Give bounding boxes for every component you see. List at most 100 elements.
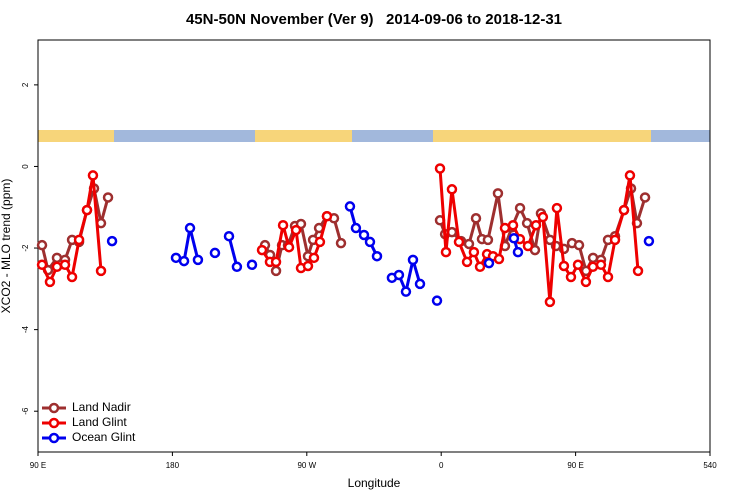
data-point [364, 236, 376, 248]
data-point [468, 246, 480, 258]
y-tick-label: -4 [21, 326, 30, 334]
data-point [470, 213, 482, 224]
data-point [483, 257, 495, 269]
data-point [44, 276, 56, 288]
data-point [246, 259, 258, 271]
data-point [595, 259, 607, 271]
data-point [461, 256, 473, 268]
y-axis-label: XCO2 - MLO trend (ppm) [0, 179, 13, 314]
data-point [270, 265, 282, 277]
land-band [38, 130, 114, 142]
data-point [36, 239, 48, 251]
data-point [446, 184, 458, 195]
data-point [507, 219, 519, 231]
data-point [580, 276, 592, 288]
data-point [302, 260, 314, 272]
y-tick-label: 0 [21, 164, 30, 169]
data-point [587, 261, 599, 273]
y-tick-label: -2 [21, 244, 30, 252]
data-point [512, 246, 524, 258]
data-point [231, 261, 243, 273]
data-point [499, 222, 511, 234]
data-point [393, 269, 405, 281]
data-point [400, 286, 412, 297]
data-point [335, 237, 347, 249]
data-point [314, 236, 326, 248]
legend-marker [48, 417, 60, 429]
y-tick-label: -6 [21, 407, 30, 415]
data-point [73, 234, 85, 246]
data-point [463, 238, 475, 250]
data-point [431, 295, 443, 306]
x-tick-label: 90 W [297, 461, 316, 470]
data-point [81, 204, 93, 216]
series-line [227, 235, 239, 268]
data-point [434, 163, 446, 174]
data-point [551, 202, 563, 214]
data-point [632, 265, 644, 277]
x-tick-label: 90 E [30, 461, 46, 470]
x-tick-label: 90 E [567, 461, 583, 470]
x-tick-label: 0 [439, 461, 444, 470]
data-point [36, 259, 48, 271]
legend-marker [48, 432, 60, 444]
data-point [572, 259, 584, 271]
data-point [493, 253, 505, 265]
data-point [544, 296, 556, 308]
data-point [321, 210, 333, 222]
data-point [270, 256, 282, 268]
data-point [59, 259, 71, 271]
data-point [407, 254, 419, 266]
data-point [492, 188, 504, 199]
data-point [170, 252, 182, 264]
data-point [414, 278, 426, 290]
land-ocean-strip [38, 130, 710, 142]
data-point [51, 252, 63, 264]
data-point [537, 211, 549, 223]
legend-label: Land Glint [72, 415, 127, 429]
data-point [618, 204, 630, 216]
data-point [184, 222, 196, 234]
data-point [453, 236, 465, 248]
x-tick-label: 540 [703, 461, 717, 470]
data-point [624, 170, 636, 181]
data-point [87, 170, 99, 181]
data-point [344, 201, 356, 212]
data-point [558, 260, 570, 272]
data-point [209, 247, 221, 259]
data-point [178, 255, 190, 267]
data-point [95, 265, 107, 277]
data-point [290, 224, 302, 236]
data-point [514, 202, 526, 214]
land-band [255, 130, 352, 142]
data-point [522, 240, 534, 252]
data-point [106, 235, 118, 247]
y-tick-label: 2 [21, 82, 30, 87]
data-point [358, 229, 370, 241]
data-point [371, 250, 383, 262]
data-point [521, 217, 533, 229]
data-point [283, 241, 295, 253]
data-point [474, 261, 486, 273]
data-point [609, 234, 621, 246]
plot-frame [37, 39, 711, 453]
chart-title: 45N-50N November (Ver 9) 2014-09-06 to 2… [186, 11, 562, 28]
data-point [277, 219, 289, 231]
x-axis-label: Longitude [348, 476, 401, 490]
data-point [482, 234, 494, 246]
data-point [565, 271, 577, 283]
legend-label: Ocean Glint [72, 430, 136, 444]
data-point [573, 239, 585, 251]
data-point [440, 246, 452, 258]
land-band [433, 130, 651, 142]
data-point [530, 219, 542, 231]
data-point [602, 271, 614, 283]
data-point [102, 192, 114, 203]
legend-label: Land Nadir [72, 400, 131, 414]
x-tick-label: 180 [166, 461, 180, 470]
data-point [308, 252, 320, 264]
data-point [66, 271, 78, 283]
data-point [643, 235, 655, 247]
data-point [223, 230, 235, 242]
